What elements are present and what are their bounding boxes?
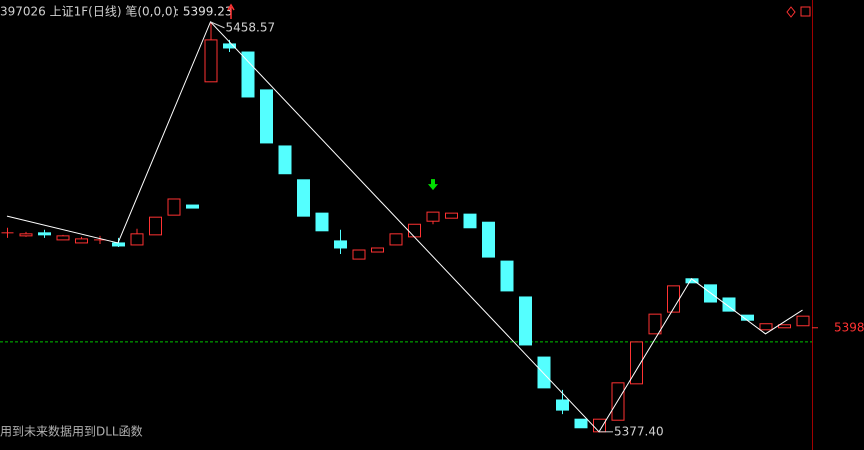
candle-body	[241, 51, 255, 98]
candle-body	[574, 418, 588, 429]
candle-body	[611, 382, 625, 421]
candle-body	[426, 211, 440, 222]
candle-body	[389, 233, 403, 246]
candle-body	[297, 179, 310, 217]
candle-body	[371, 247, 384, 253]
annotation-pointer	[210, 21, 225, 29]
candle-body	[463, 213, 477, 229]
chart-title: 397026 上证1F(日线) 笔(0,0,0)	[0, 4, 177, 19]
candle-body	[482, 221, 495, 258]
candle-body	[56, 235, 70, 241]
annotation-label: 5458.57	[226, 20, 276, 34]
candle-body	[149, 216, 162, 236]
candle-body	[352, 249, 366, 260]
candle-body	[75, 238, 88, 244]
diamond-icon[interactable]	[786, 6, 796, 18]
candle-body	[130, 233, 144, 246]
candle-body	[778, 324, 791, 329]
candle-body	[593, 418, 606, 433]
candle-body	[500, 260, 514, 292]
candle-body	[315, 212, 329, 232]
candle-body	[759, 323, 773, 331]
candle-body	[223, 43, 236, 49]
y-tick-label: 5398	[834, 320, 864, 334]
candle-body	[796, 315, 810, 327]
candle-body	[408, 223, 421, 238]
signal-arrow	[428, 179, 438, 191]
candle-body	[537, 356, 551, 389]
footer-note: 用到未来数据用到DLL函数	[0, 424, 143, 439]
candle-body	[38, 232, 51, 236]
candle-body	[186, 204, 199, 209]
candle-body	[519, 296, 532, 346]
window-icon[interactable]	[800, 6, 811, 17]
candle-body	[334, 240, 347, 249]
candle-body	[204, 39, 218, 83]
candle-body	[19, 233, 33, 237]
candle-body	[167, 198, 181, 216]
up-arrow-icon	[227, 3, 235, 19]
candle-body	[648, 313, 662, 335]
candle-body	[722, 297, 736, 312]
candle-body	[260, 89, 273, 144]
candle-body	[445, 212, 458, 219]
candle-body	[630, 341, 643, 385]
last-value: : 5399.23	[175, 5, 232, 19]
candle-body	[278, 145, 292, 175]
annotation-label: 5377.40	[614, 424, 664, 438]
candle-body	[556, 399, 569, 411]
candle-body	[112, 242, 125, 247]
